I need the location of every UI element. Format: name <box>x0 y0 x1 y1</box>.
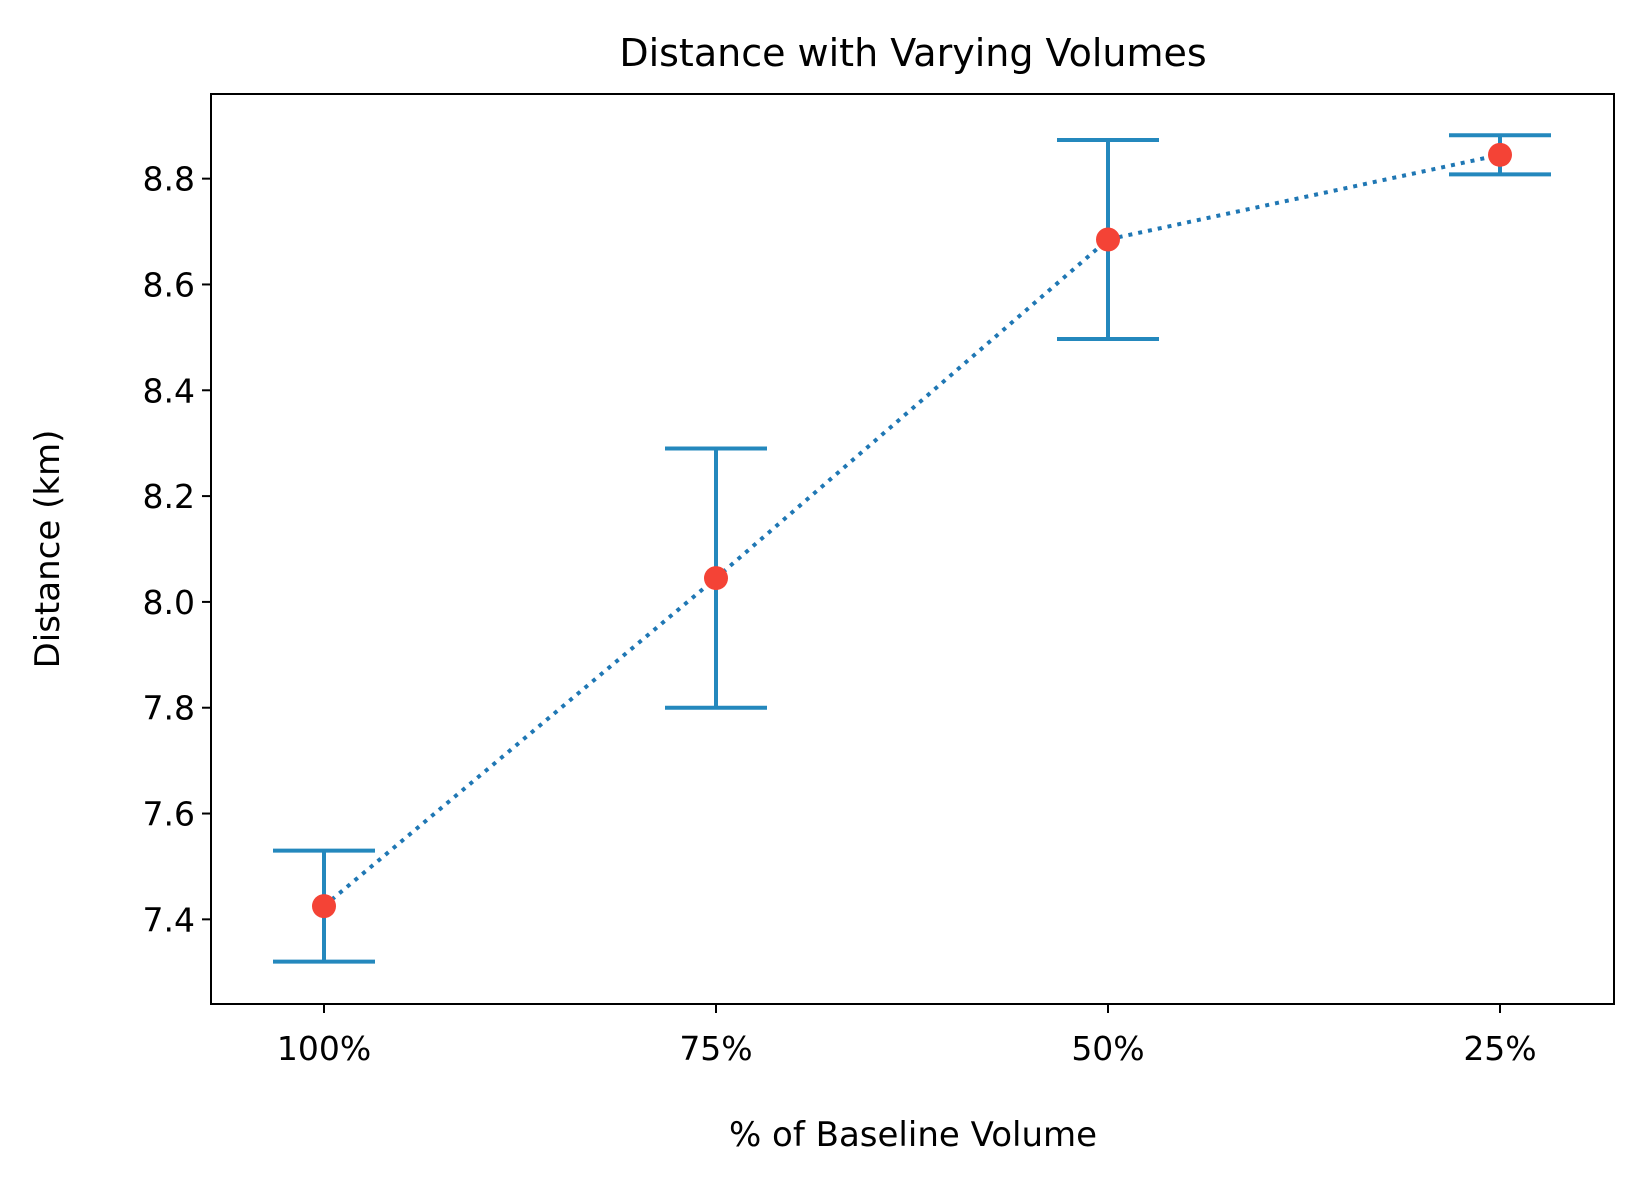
y-tick-label: 7.4 <box>143 900 195 939</box>
y-tick-label: 8.0 <box>143 583 195 622</box>
y-tick-label: 7.8 <box>143 689 195 728</box>
x-tick-label: 75% <box>679 1029 752 1068</box>
y-tick-label: 8.6 <box>143 265 195 304</box>
series-line <box>322 152 1501 908</box>
x-tick-label: 50% <box>1071 1029 1144 1068</box>
y-tick-label: 7.6 <box>143 795 195 834</box>
data-point <box>704 566 728 591</box>
y-axis-label: Distance (km) <box>28 430 68 669</box>
x-axis-label: % of Baseline Volume <box>729 1115 1097 1155</box>
data-point <box>312 894 336 919</box>
x-axis: 100% 75% 50% 25% <box>277 1004 1537 1068</box>
chart-title: Distance with Varying Volumes <box>619 31 1206 75</box>
y-tick-label: 8.8 <box>143 160 195 199</box>
y-axis: 7.4 7.6 7.8 8.0 8.2 8.4 8.6 8.8 <box>143 160 211 939</box>
data-point <box>1488 142 1512 167</box>
axes-frame <box>210 93 1615 1005</box>
x-tick-label: 100% <box>277 1029 371 1068</box>
plot-area <box>273 133 1551 964</box>
y-tick-label: 8.4 <box>143 371 195 410</box>
data-point <box>1096 227 1120 252</box>
y-tick-label: 8.2 <box>143 477 195 516</box>
x-tick-label: 25% <box>1463 1029 1536 1068</box>
